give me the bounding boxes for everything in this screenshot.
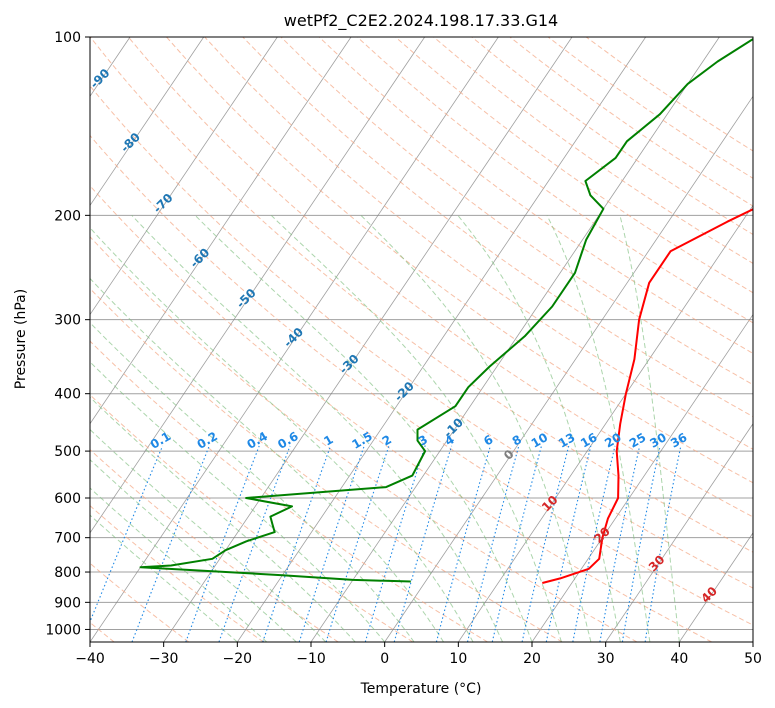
y-tick-label: 800	[54, 565, 81, 581]
mixing-ratio-line	[298, 445, 365, 642]
x-tick-label: −10	[296, 651, 326, 667]
moist-adiabat-line	[90, 227, 474, 642]
mixing-ratio-line	[185, 445, 260, 642]
isotherm-line	[90, 37, 499, 642]
moist-adiabat-line	[90, 514, 238, 642]
isotherm-line	[679, 532, 753, 642]
isotherm-line	[310, 37, 720, 642]
mixing-ratio-line	[325, 445, 390, 642]
y-tick-label: 500	[54, 444, 81, 460]
isotherm-line	[90, 37, 205, 207]
y-tick-label: 900	[54, 595, 81, 611]
x-tick-label: −30	[149, 651, 179, 667]
mixing-ratio-line	[572, 445, 616, 642]
moist-adiabat-line	[90, 396, 356, 642]
x-tick-label: 0	[380, 651, 389, 667]
y-tick-label: 600	[54, 491, 81, 507]
dry-adiabat-line	[90, 562, 190, 642]
plot-frame	[89, 36, 754, 643]
mixing-ratio-line	[491, 445, 543, 642]
dry-adiabat-line	[356, 37, 753, 324]
y-tick-label: 400	[54, 387, 81, 403]
moist-adiabat-line	[194, 214, 533, 642]
dry-adiabat-line	[166, 37, 753, 484]
moist-adiabat-line	[90, 487, 268, 642]
x-axis: −40 −30 −20 −10 0 10 20 30 40 50	[75, 642, 762, 667]
isotherm-line	[458, 204, 753, 642]
moist-adiabat-line	[90, 459, 297, 642]
isotherm-grid	[90, 37, 753, 642]
moist-adiabat-line	[90, 321, 415, 642]
isotherm-line	[90, 37, 278, 316]
dry-adiabat-line	[90, 185, 712, 642]
y-tick-label: 300	[54, 313, 81, 329]
profile-series	[139, 37, 753, 584]
isotherm-line	[384, 95, 753, 642]
temperature-profile-line	[542, 208, 753, 584]
mixing-ratio-line	[599, 445, 641, 642]
dry-adiabat-line	[90, 85, 753, 589]
mixing-ratio-line	[521, 445, 570, 642]
dry-adiabat-line	[90, 134, 753, 626]
mixing-ratio-lines	[90, 445, 682, 642]
mixing-ratio-line	[435, 445, 491, 642]
moist-adiabat-line	[619, 215, 680, 642]
moist-adiabat-line	[90, 277, 445, 642]
isotherm-line	[605, 423, 753, 642]
isotherm-line	[90, 37, 426, 534]
isotherm-line	[237, 37, 647, 642]
mixing-ratio-line	[621, 445, 661, 642]
y-tick-label: 1000	[45, 622, 81, 638]
isotherm-line	[531, 313, 753, 642]
x-tick-label: 20	[523, 651, 541, 667]
moist-adiabats	[90, 214, 680, 642]
y-tick-label: 100	[54, 30, 81, 46]
dry-adiabat-line	[280, 37, 753, 386]
mixing-ratio-line	[262, 445, 332, 642]
x-tick-label: −40	[75, 651, 105, 667]
y-axis-label: Pressure (hPa)	[13, 289, 29, 389]
dry-adiabat-line	[127, 37, 753, 518]
dewpoint-profile-line	[139, 37, 753, 583]
mixing-ratio-line	[644, 445, 682, 642]
dry-adiabat-line	[318, 37, 753, 354]
mixing-ratio-line	[466, 445, 520, 642]
dry-adiabat-line	[90, 37, 753, 553]
x-tick-label: 10	[449, 651, 467, 667]
y-axis: 100 200 300 400 500 600 700 800 900 1000	[45, 30, 90, 638]
moist-adiabat-line	[131, 214, 503, 642]
mixing-ratio-line	[393, 445, 453, 642]
mixing-ratio-line	[364, 445, 426, 642]
isotherm-line	[90, 37, 352, 425]
dry-adiabat-line	[204, 37, 753, 450]
mixing-ratio-line	[545, 445, 592, 642]
moist-adiabat-line	[90, 361, 386, 642]
dry-adiabat-line	[90, 287, 563, 642]
x-tick-label: 40	[670, 651, 688, 667]
mixing-ratio-line	[218, 445, 291, 642]
x-tick-label: 30	[597, 651, 615, 667]
moist-adiabat-line	[457, 214, 621, 642]
plot-area: 0.10.20.40.611.52346810131620253036-100-…	[90, 37, 753, 642]
chart-title: wetPf2_C2E2.2024.198.17.33.G14	[284, 11, 558, 31]
x-axis-label: Temperature (°C)	[360, 681, 482, 697]
isotherm-line	[163, 37, 573, 642]
x-tick-label: 50	[744, 651, 762, 667]
moist-adiabat-line	[270, 214, 562, 642]
dry-adiabat-line	[90, 394, 414, 642]
y-tick-label: 200	[54, 208, 81, 224]
y-tick-label: 700	[54, 531, 81, 547]
dry-adiabat-line	[90, 340, 488, 642]
x-tick-label: −20	[223, 651, 253, 667]
